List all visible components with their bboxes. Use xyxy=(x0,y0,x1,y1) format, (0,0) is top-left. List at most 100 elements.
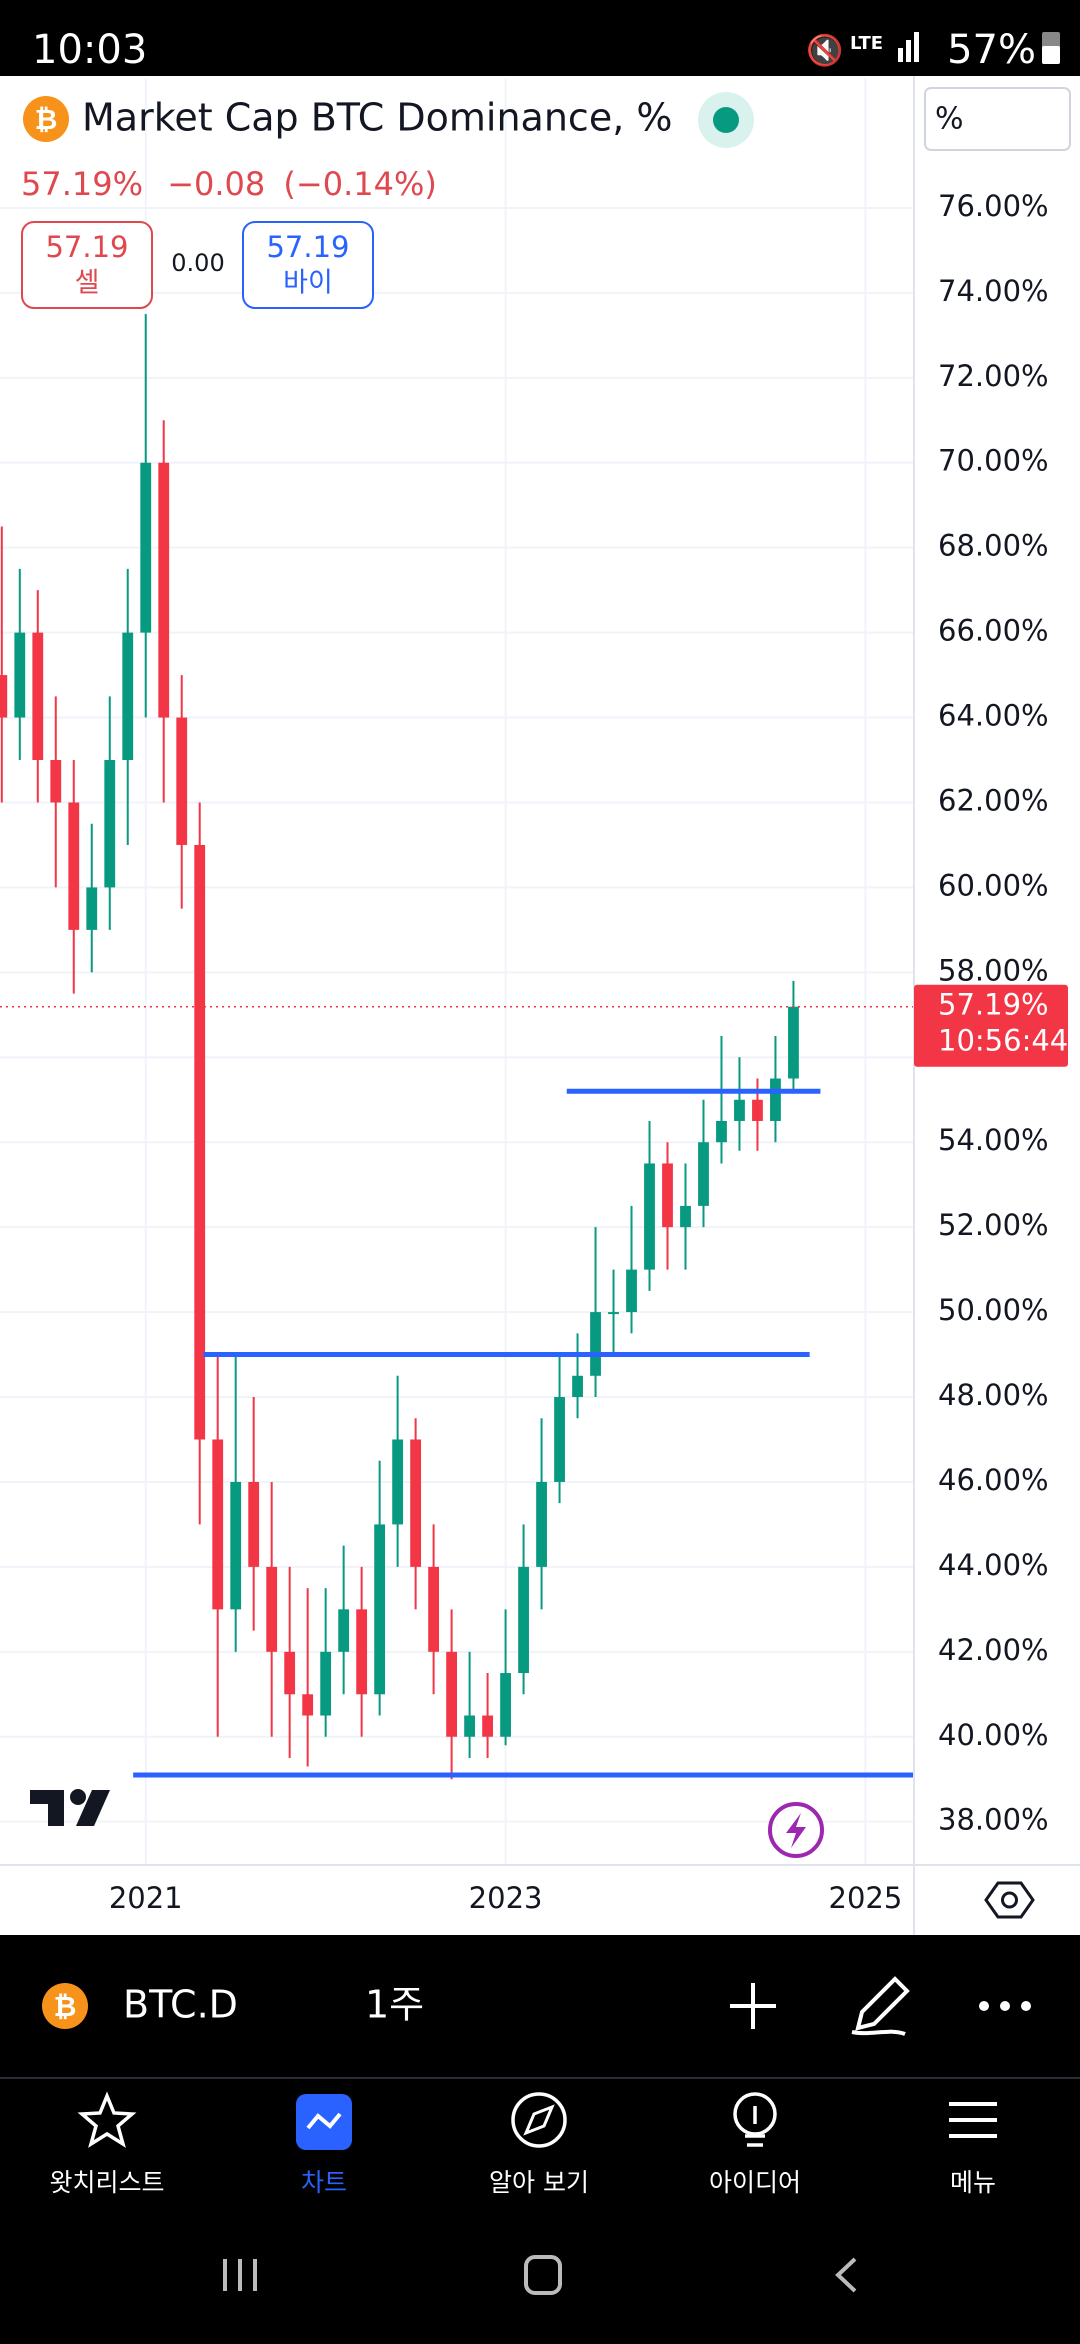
price-line: 57.19% −0.08 (−0.14%) xyxy=(21,165,437,203)
y-tick-label: 72.00% xyxy=(938,359,1049,393)
candle-body xyxy=(230,1481,242,1610)
candle-body xyxy=(86,887,98,930)
candle-body xyxy=(428,1566,440,1652)
status-battery: 57% xyxy=(947,27,1036,73)
logo-part xyxy=(70,1789,86,1805)
nav-label[interactable]: 왓치리스트 xyxy=(49,2168,164,2197)
dot xyxy=(1021,2001,1031,2011)
x-tick-label: 2021 xyxy=(109,1881,183,1915)
candle-body xyxy=(662,1163,673,1228)
home-button[interactable] xyxy=(524,2255,562,2295)
status-bar xyxy=(0,0,1080,76)
candle-body xyxy=(356,1609,368,1695)
x-tick-label: 2025 xyxy=(829,1881,903,1915)
nav-label[interactable]: 차트 xyxy=(301,2168,347,2197)
candle-body xyxy=(194,844,206,1440)
recents-button[interactable] xyxy=(223,2259,257,2291)
candle-body xyxy=(500,1673,511,1737)
candle-body xyxy=(140,462,152,633)
candle-body xyxy=(518,1566,529,1674)
candle-body xyxy=(680,1205,691,1228)
y-tick-label: 50.00% xyxy=(938,1293,1049,1327)
nav-items: 왓치리스트 차트 알아 보기 아이디어 메뉴 xyxy=(49,2091,997,2197)
explore-icon[interactable] xyxy=(511,2092,567,2148)
sell-label[interactable]: 셀 xyxy=(75,268,100,299)
dot xyxy=(979,2001,989,2011)
candle-body xyxy=(482,1715,493,1737)
y-tick-label: 58.00% xyxy=(938,953,1049,987)
mute-icon: 🔇 xyxy=(806,33,843,69)
candle-body xyxy=(32,632,44,761)
add-button[interactable] xyxy=(730,1983,776,2029)
candle-body xyxy=(68,802,80,930)
candle-body xyxy=(14,632,26,718)
chart-title[interactable]: Market Cap BTC Dominance, % xyxy=(82,96,672,140)
symbol[interactable]: BTC.D xyxy=(123,1983,238,2027)
back-button[interactable] xyxy=(835,2257,857,2293)
candle-body xyxy=(698,1142,709,1206)
y-tick-label: 74.00% xyxy=(938,274,1049,308)
toolbar-icons xyxy=(730,1976,910,2036)
alert-bolt xyxy=(786,1813,806,1848)
scale-button-label[interactable]: % xyxy=(935,102,964,137)
candle-body xyxy=(212,1439,224,1610)
spread: 0.00 xyxy=(171,249,224,277)
symbol-icon-glyph: ₿ xyxy=(54,1990,77,2023)
tradingview-logo[interactable] xyxy=(30,1789,110,1826)
candle-body xyxy=(104,760,116,888)
y-tick-label: 76.00% xyxy=(938,189,1049,223)
watchlist-icon[interactable] xyxy=(77,2091,137,2148)
y-tick-label: 52.00% xyxy=(938,1208,1049,1242)
settings-button[interactable] xyxy=(984,1881,1035,1919)
last-price-countdown: 10:56:44 xyxy=(938,1024,1068,1058)
candle-body xyxy=(248,1481,260,1567)
candle-body xyxy=(644,1163,655,1270)
draw-button[interactable] xyxy=(851,1976,910,2036)
symbol-icon[interactable] xyxy=(42,1983,88,2029)
y-tick-label: 54.00% xyxy=(938,1123,1049,1157)
candle-body xyxy=(50,760,62,803)
dot xyxy=(1000,2001,1010,2011)
candle-body xyxy=(0,675,8,718)
price: 57.19% xyxy=(21,165,143,203)
ideas-icon-base xyxy=(745,2106,765,2147)
y-tick-label: 66.00% xyxy=(938,614,1049,648)
candle-body xyxy=(536,1481,547,1567)
interval[interactable]: 1주 xyxy=(365,1983,424,2027)
candle-body xyxy=(410,1439,422,1567)
candle-body xyxy=(302,1694,314,1716)
candle-body xyxy=(590,1312,601,1376)
sell-price[interactable]: 57.19 xyxy=(45,230,128,264)
explore-needle xyxy=(523,2104,555,2136)
y-tick-label: 46.00% xyxy=(938,1463,1049,1497)
nav-bar xyxy=(0,2079,1080,2340)
buy-label[interactable]: 바이 xyxy=(283,268,333,299)
y-tick-label: 38.00% xyxy=(938,1803,1049,1837)
status-time: 10:03 xyxy=(32,27,147,73)
scale-button[interactable] xyxy=(924,87,1071,151)
candle-body xyxy=(284,1651,296,1695)
more-button[interactable] xyxy=(979,2001,1031,2011)
nav-label[interactable]: 메뉴 xyxy=(950,2168,996,2197)
plot xyxy=(0,78,914,1865)
candle-body xyxy=(752,1099,763,1121)
buy-price[interactable]: 57.19 xyxy=(266,230,349,264)
sell-button[interactable] xyxy=(21,221,153,309)
change-percent: (−0.14%) xyxy=(283,165,436,203)
settings-center xyxy=(1001,1891,1018,1909)
nav-label[interactable]: 알아 보기 xyxy=(489,2168,589,2197)
candle-body xyxy=(788,1006,799,1079)
toolbar xyxy=(0,1935,1080,2078)
market-status-dot[interactable] xyxy=(713,107,739,133)
y-tick-label: 44.00% xyxy=(938,1548,1049,1582)
ideas-icon[interactable] xyxy=(733,2092,777,2136)
nav-label[interactable]: 아이디어 xyxy=(709,2168,801,2197)
menu-icon[interactable] xyxy=(949,2102,997,2138)
x-tick-label: 2023 xyxy=(469,1881,543,1915)
candle-body xyxy=(734,1099,745,1121)
btc-icon-glyph: ₿ xyxy=(35,103,58,136)
candle-body xyxy=(338,1609,350,1652)
last-price-label: 57.19% xyxy=(938,988,1049,1022)
buy-button[interactable] xyxy=(242,221,374,309)
